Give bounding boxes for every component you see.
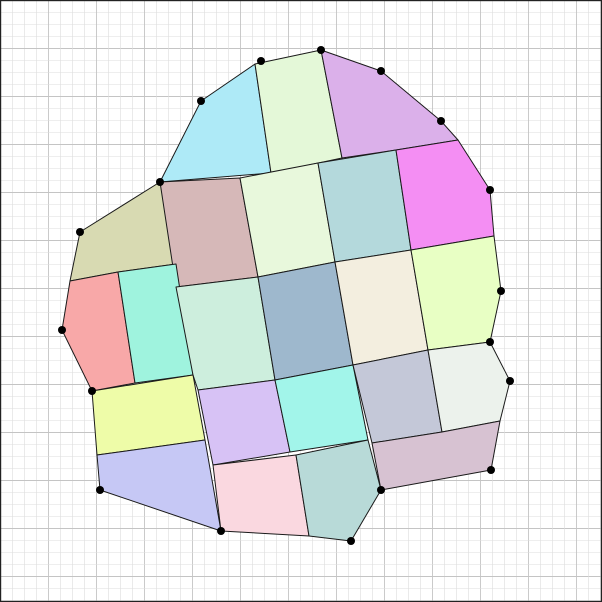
cell-left-salmon bbox=[61, 271, 136, 392]
cell-bottom-periwinkle bbox=[96, 439, 222, 532]
boundary-vertex bbox=[487, 466, 495, 474]
boundary-vertex bbox=[317, 46, 325, 54]
cell-lower-lavender bbox=[197, 379, 291, 466]
cell-top-violet bbox=[320, 49, 459, 159]
boundary-vertex bbox=[257, 57, 265, 65]
boundary-vertex bbox=[347, 537, 355, 545]
boundary-vertex bbox=[377, 486, 385, 494]
cell-lower-grey-blue bbox=[352, 349, 443, 444]
vertices-layer bbox=[58, 46, 514, 545]
cell-bottom-sage bbox=[295, 439, 382, 542]
boundary-vertex bbox=[486, 338, 494, 346]
boundary-vertex bbox=[197, 97, 205, 105]
cell-right-pale bbox=[427, 341, 511, 433]
cells-layer bbox=[61, 49, 511, 542]
cell-bottom-pink bbox=[212, 454, 310, 537]
boundary-vertex bbox=[88, 387, 96, 395]
boundary-vertex bbox=[217, 527, 225, 535]
boundary-vertex bbox=[58, 326, 66, 334]
cell-upper-teal bbox=[317, 149, 412, 263]
boundary-vertex bbox=[96, 486, 104, 494]
boundary-vertex bbox=[437, 117, 445, 125]
boundary-vertex bbox=[497, 287, 505, 295]
cell-upper-magenta bbox=[395, 139, 495, 251]
boundary-vertex bbox=[76, 228, 84, 236]
cell-lower-aqua bbox=[274, 364, 369, 453]
cell-bottom-mauve bbox=[371, 420, 501, 491]
boundary-vertex bbox=[506, 377, 514, 385]
boundary-vertex bbox=[486, 186, 494, 194]
cell-right-lime bbox=[410, 235, 502, 351]
boundary-vertex bbox=[377, 67, 385, 75]
cell-top-cyan bbox=[159, 63, 272, 183]
boundary-vertex bbox=[156, 178, 164, 186]
